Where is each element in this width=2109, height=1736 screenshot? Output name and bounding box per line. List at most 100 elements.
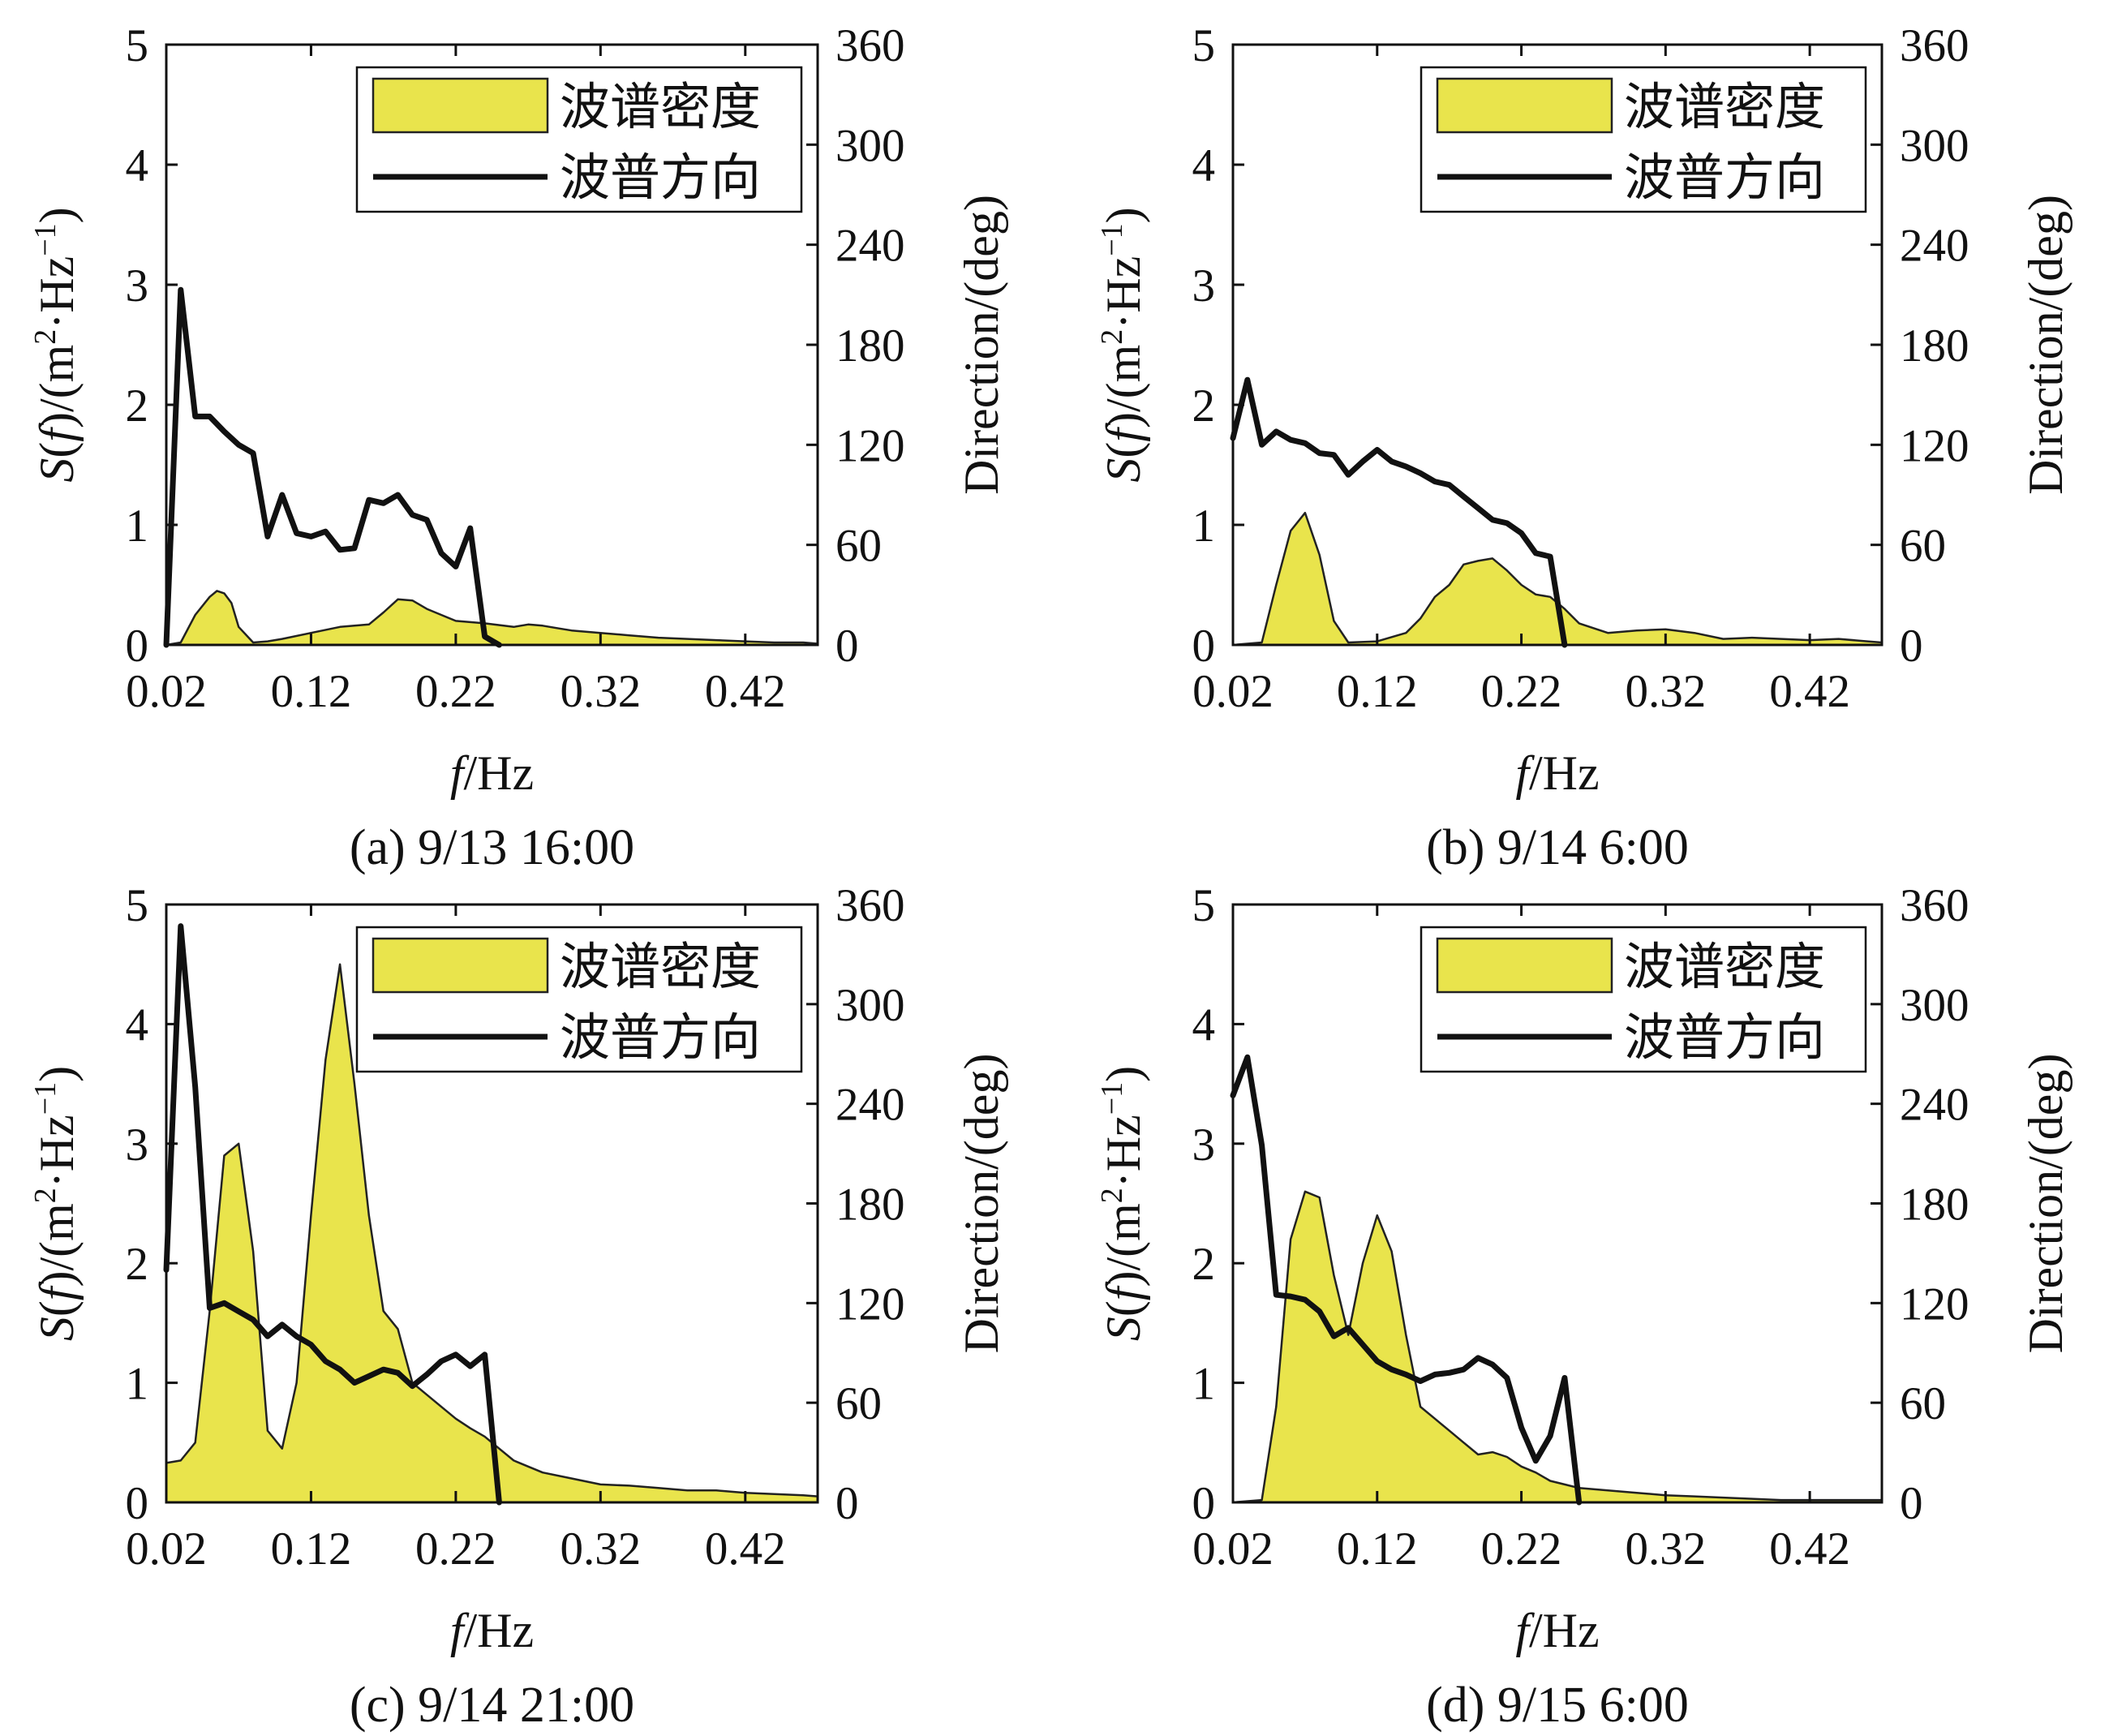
y-right-tick-label: 300 (835, 120, 905, 171)
y-left-tick-label: 2 (1192, 380, 1216, 432)
y-left-tick-label: 5 (1192, 880, 1216, 931)
y-left-label-unit: )/(m (30, 1203, 84, 1287)
y-left-tick-label: 3 (126, 260, 149, 312)
y-left-tick-label: 2 (126, 1239, 149, 1290)
y-left-tick-label: 4 (126, 999, 149, 1051)
y-left-label-unit: )/(m (30, 345, 84, 428)
x-axis-label-unit: /Hz (464, 1604, 535, 1657)
y-right-tick-label: 120 (1900, 420, 1969, 471)
x-tick-label: 0.42 (1769, 666, 1850, 717)
y-left-label-sup: −1 (28, 223, 62, 256)
y-right-tick-label: 300 (835, 980, 905, 1031)
y-left-label-close: ) (1097, 1066, 1150, 1082)
x-axis-label: f/Hz (1515, 1604, 1599, 1657)
y-right-axis-label: Direction/(deg) (2019, 1054, 2072, 1354)
x-tick-label: 0.42 (705, 1523, 786, 1575)
x-tick-label: 0.32 (560, 666, 641, 717)
y-left-tick-label: 5 (126, 20, 149, 71)
y-left-tick-label: 4 (126, 140, 149, 191)
y-right-tick-label: 60 (835, 521, 882, 572)
x-axis-label-unit: /Hz (464, 746, 535, 800)
x-axis-label: f/Hz (450, 1604, 534, 1657)
y-left-tick-label: 1 (126, 501, 149, 552)
x-axis-label-unit: /Hz (1529, 1604, 1600, 1657)
y-right-axis-label: Direction/(deg) (955, 1054, 1008, 1354)
wave-direction-line (1230, 1054, 1583, 1506)
legend-area-swatch (372, 937, 549, 994)
y-right-tick-label: 0 (1900, 1478, 1923, 1529)
y-right-axis-label: Direction/(deg) (2019, 195, 2072, 495)
y-right-tick-label: 0 (835, 621, 859, 672)
y-left-tick-label: 4 (1192, 140, 1216, 191)
y-left-tick-label: 1 (1192, 501, 1216, 552)
x-axis-label-unit: /Hz (1529, 746, 1600, 800)
y-right-tick-label: 240 (835, 221, 905, 272)
y-left-axis-label: S(f)/(m2·Hz−1) (28, 1066, 84, 1341)
x-tick-label: 0.12 (271, 666, 352, 717)
y-left-label-sup: 2 (1095, 1188, 1129, 1203)
y-left-tick-label: 3 (1192, 260, 1216, 312)
x-axis-label: f/Hz (450, 746, 534, 800)
legend-area-swatch (1436, 937, 1613, 994)
y-right-tick-label: 0 (1900, 621, 1923, 672)
wave-direction-line (163, 286, 502, 648)
panel-caption: (d) 9/15 6:00 (1426, 1678, 1689, 1733)
spectral-density-area (165, 963, 819, 1504)
x-tick-label: 0.12 (1337, 1523, 1418, 1575)
y-left-tick-label: 1 (1192, 1359, 1216, 1410)
spectral-density-area (1231, 1190, 1883, 1504)
y-right-tick-label: 360 (1900, 20, 1969, 71)
y-left-tick-label: 2 (1192, 1239, 1216, 1290)
y-left-tick-label: 1 (126, 1359, 149, 1410)
y-right-tick-label: 300 (1900, 980, 1969, 1031)
y-left-tick-label: 3 (1192, 1119, 1216, 1171)
x-tick-label: 0.32 (1625, 666, 1706, 717)
y-right-tick-label: 360 (835, 20, 905, 71)
y-left-tick-label: 0 (126, 621, 149, 672)
wave-direction-line (1230, 376, 1568, 648)
y-left-label-s: S (1097, 458, 1150, 483)
y-right-tick-label: 120 (1900, 1278, 1969, 1330)
y-left-label-s: S (30, 458, 84, 483)
x-tick-label: 0.42 (705, 666, 786, 717)
x-tick-label: 0.02 (126, 666, 207, 717)
y-left-tick-label: 5 (1192, 20, 1216, 71)
y-left-label-paren: ( (30, 1300, 84, 1317)
y-left-label-close: ) (30, 1066, 84, 1082)
y-left-label-sup: 2 (1095, 329, 1129, 345)
y-right-tick-label: 0 (835, 1478, 859, 1529)
y-left-label-close: ) (1097, 207, 1150, 223)
legend-label-direction: 波普方向 (560, 1011, 761, 1066)
x-tick-label: 0.12 (271, 1523, 352, 1575)
chart-panel-b: 0.02 0.12 0.22 0.32 0.42 0 1 2 3 4 5 0 60 120 180 240 30… (1095, 20, 2072, 875)
legend-area-swatch (1436, 77, 1613, 134)
x-tick-label: 0.02 (1192, 1523, 1274, 1575)
legend-label-direction: 波普方向 (560, 151, 761, 206)
x-tick-label: 0.12 (1337, 666, 1418, 717)
panel-caption: (b) 9/14 6:00 (1426, 820, 1689, 875)
y-left-tick-label: 5 (126, 880, 149, 931)
y-left-label-sup: −1 (28, 1082, 62, 1115)
y-left-label-unit: )/(m (1097, 345, 1150, 428)
y-left-label-sup: −1 (1095, 1082, 1129, 1115)
x-tick-label: 0.22 (1481, 1523, 1562, 1575)
chart-panel-a: 0.02 0.12 0.22 0.32 0.42 0 1 2 3 4 5 0 60 120 180 240 30… (28, 20, 1008, 875)
y-right-tick-label: 360 (835, 880, 905, 931)
legend-label-density: 波谱密度 (560, 80, 761, 135)
x-tick-label: 0.22 (1481, 666, 1562, 717)
y-right-tick-label: 240 (835, 1080, 905, 1131)
y-left-label-paren: ( (30, 442, 84, 458)
y-right-tick-label: 60 (1900, 521, 1946, 572)
y-right-axis-label: Direction/(deg) (955, 195, 1008, 495)
legend-label-density: 波谱密度 (1624, 80, 1825, 135)
legend-label-density: 波谱密度 (1624, 940, 1825, 995)
y-right-tick-label: 120 (835, 420, 905, 471)
y-left-label-hz: ·Hz (1097, 1115, 1150, 1188)
y-left-axis-label: S(f)/(m2·Hz−1) (1095, 1066, 1150, 1341)
y-left-label-sup: 2 (28, 329, 62, 345)
y-right-tick-label: 120 (835, 1278, 905, 1330)
spectral-density-area (1231, 511, 1883, 647)
y-left-label-unit: )/(m (1097, 1203, 1150, 1287)
y-right-tick-label: 180 (835, 1180, 905, 1231)
